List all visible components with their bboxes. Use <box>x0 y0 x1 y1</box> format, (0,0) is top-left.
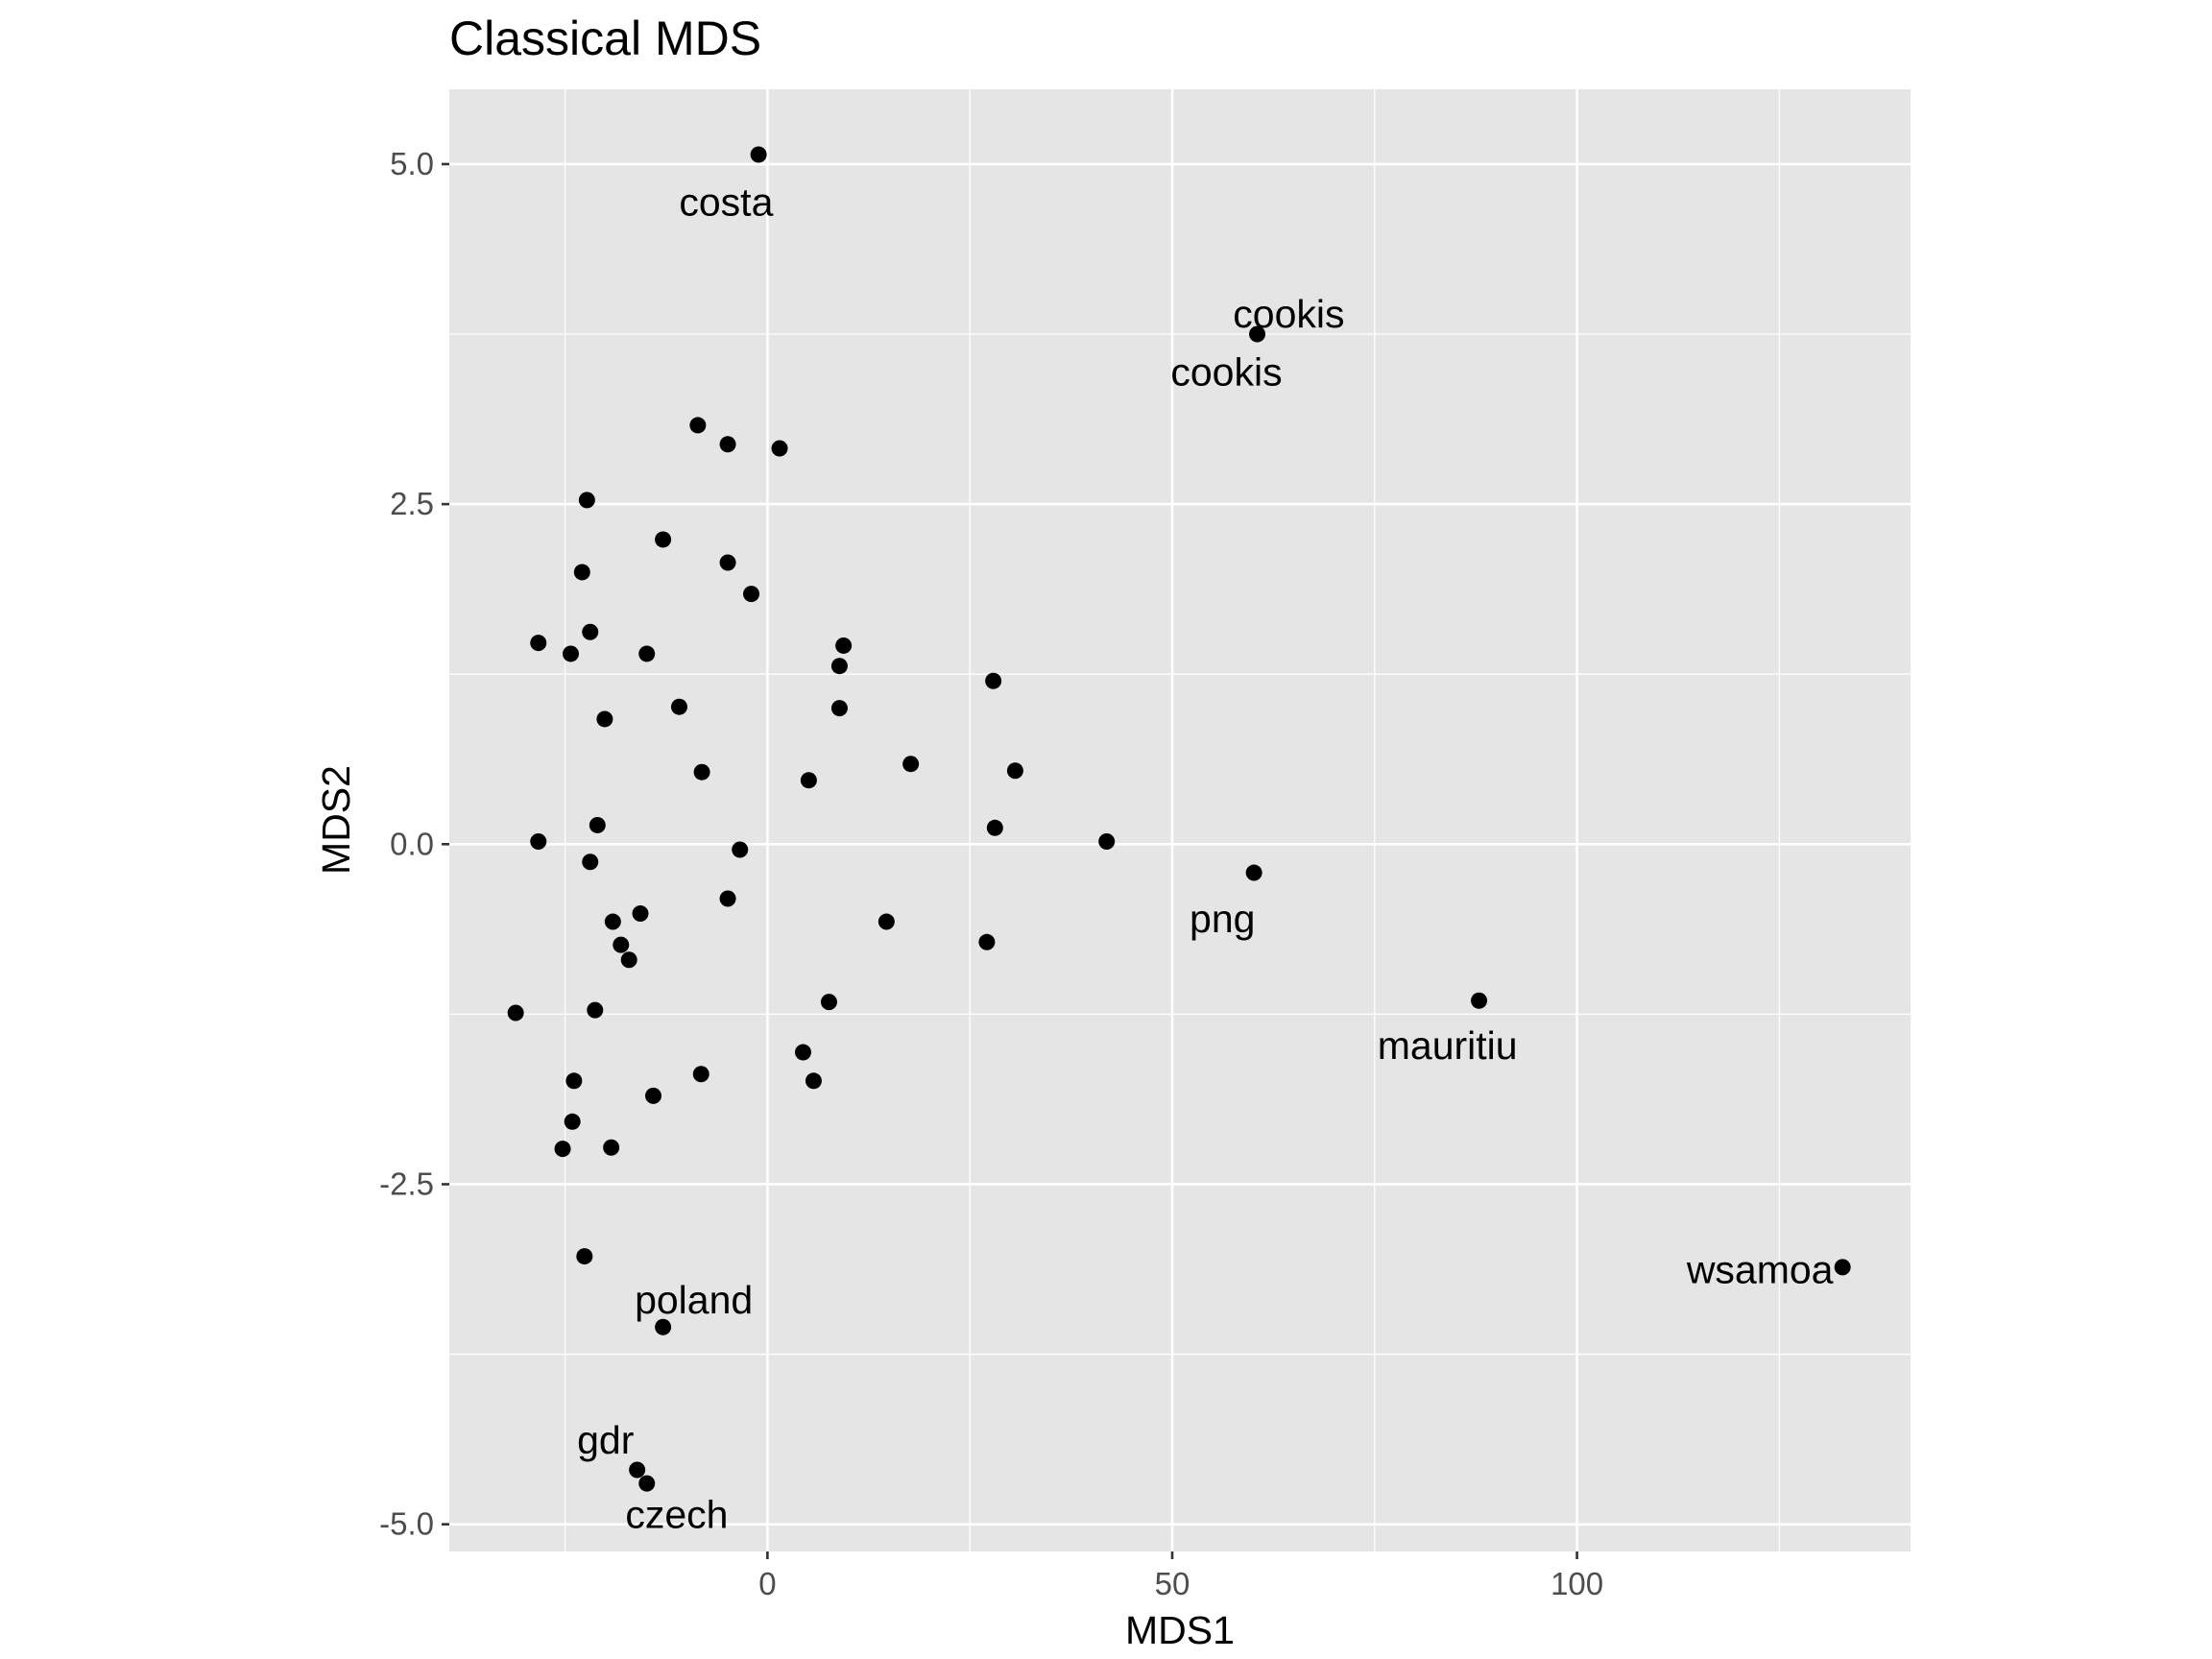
data-point <box>902 756 920 773</box>
data-point <box>805 1072 822 1090</box>
data-point <box>507 1004 524 1022</box>
data-point <box>692 1066 709 1083</box>
data-point <box>655 531 672 548</box>
data-point <box>835 637 853 654</box>
data-point <box>582 854 599 871</box>
y-tick-label: 0.0 <box>390 826 434 861</box>
data-point <box>565 1072 583 1090</box>
data-point <box>596 710 613 728</box>
data-point <box>689 417 707 434</box>
data-point <box>562 645 579 662</box>
data-point <box>1245 864 1262 881</box>
chart-title: Classical MDS <box>449 12 761 65</box>
data-point <box>589 816 606 833</box>
y-axis-title: MDS2 <box>314 765 358 875</box>
point-label: cookis <box>1170 350 1282 395</box>
data-point <box>1471 992 1488 1009</box>
x-axis-title: MDS1 <box>1125 1608 1235 1652</box>
point-label: gdr <box>577 1418 634 1462</box>
point-labels: costa cookis cookis png mauritiu wsamoa poland… <box>577 180 1834 1537</box>
point-label: mauritiu <box>1378 1023 1518 1068</box>
data-point <box>743 586 760 603</box>
data-point <box>603 1139 620 1156</box>
data-point <box>693 763 710 781</box>
data-point <box>800 772 817 789</box>
x-tick-label: 0 <box>758 1566 776 1601</box>
data-point <box>986 819 1003 836</box>
data-point <box>554 1141 571 1158</box>
data-point <box>530 635 547 652</box>
x-tick-label: 100 <box>1551 1566 1603 1601</box>
point-label: cookis <box>1233 292 1344 336</box>
data-point <box>578 492 595 509</box>
data-point <box>719 436 736 453</box>
data-point <box>878 913 895 930</box>
data-point <box>750 146 767 163</box>
data-point <box>830 658 848 675</box>
plot-panel <box>449 89 1911 1551</box>
data-point <box>632 905 649 923</box>
data-point <box>670 698 687 715</box>
data-point <box>1006 762 1023 780</box>
x-tick-label: 50 <box>1155 1566 1190 1601</box>
point-label: poland <box>635 1278 753 1322</box>
data-point <box>794 1044 811 1061</box>
y-tick-label: -5.0 <box>379 1506 434 1542</box>
data-point <box>655 1318 672 1335</box>
point-label: costa <box>679 180 773 225</box>
data-points <box>507 146 1851 1492</box>
data-point <box>573 564 590 581</box>
data-point <box>530 832 547 850</box>
major-gridlines <box>449 89 1911 1551</box>
data-point <box>820 994 837 1011</box>
y-tick-label: 5.0 <box>390 146 434 181</box>
point-label: czech <box>625 1493 728 1537</box>
data-point <box>576 1248 593 1265</box>
data-point <box>604 913 621 930</box>
x-axis: 0 50 100 <box>758 1551 1603 1601</box>
data-point <box>587 1001 604 1019</box>
data-point <box>985 672 1002 689</box>
data-point <box>978 933 996 950</box>
data-point <box>1249 325 1266 343</box>
data-point <box>719 554 736 571</box>
data-point <box>638 1475 656 1492</box>
data-point <box>644 1087 661 1104</box>
data-point <box>629 1461 646 1479</box>
y-tick-label: -2.5 <box>379 1166 434 1201</box>
data-point <box>564 1113 581 1130</box>
minor-gridlines <box>449 89 1911 1551</box>
y-axis: -5.0 -2.5 0.0 2.5 5.0 <box>379 146 449 1542</box>
point-label: png <box>1190 897 1255 941</box>
data-point <box>613 936 630 953</box>
data-point <box>732 841 749 858</box>
y-tick-label: 2.5 <box>390 486 434 521</box>
data-point <box>771 440 788 457</box>
data-point <box>620 951 637 969</box>
data-point <box>830 700 848 717</box>
data-point <box>719 890 736 907</box>
point-label: wsamoa <box>1686 1248 1834 1292</box>
data-point <box>1098 832 1116 850</box>
data-point <box>582 623 599 640</box>
data-point <box>638 645 656 662</box>
data-point <box>1834 1259 1851 1276</box>
